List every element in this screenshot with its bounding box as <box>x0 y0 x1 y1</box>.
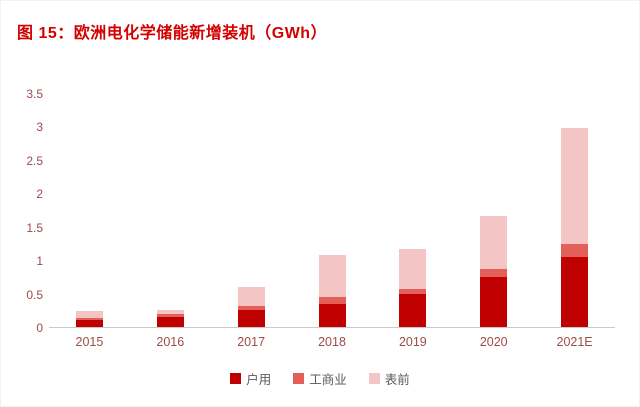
x-tick-label: 2015 <box>75 335 104 349</box>
y-tick-label: 3.5 <box>26 87 43 101</box>
plot-area <box>49 94 615 328</box>
bar-slot <box>534 94 615 327</box>
legend-item-户用: 户用 <box>230 369 271 388</box>
legend-item-工商业: 工商业 <box>293 369 347 388</box>
x-axis-labels: 2015 2016 2017 2018 2019 2020 2021E <box>49 335 615 349</box>
stacked-bar-2019 <box>399 249 427 327</box>
stacked-bar-2016 <box>156 310 184 327</box>
bar-segment-表前 <box>399 249 427 289</box>
bars <box>49 94 615 327</box>
bar-segment-工商业 <box>318 297 346 304</box>
legend-label: 表前 <box>384 373 410 387</box>
bar-segment-户用 <box>399 294 427 327</box>
bar-segment-户用 <box>318 304 346 327</box>
bar-segment-表前 <box>480 216 508 269</box>
bar-segment-表前 <box>156 310 184 314</box>
x-tick-label: 2018 <box>318 335 346 349</box>
bar-segment-表前 <box>75 311 103 318</box>
legend-swatch <box>230 373 242 384</box>
stacked-bar-2020 <box>480 216 508 327</box>
y-tick-label: 0 <box>36 321 43 335</box>
bar-segment-工商业 <box>480 269 508 277</box>
y-tick-label: 2 <box>36 187 43 202</box>
bar-segment-工商业 <box>75 318 103 320</box>
bar-slot <box>292 94 373 327</box>
legend: 户用 工商业 表前 <box>1 369 639 388</box>
x-tick-label: 2017 <box>237 335 266 349</box>
x-tick-label: 2016 <box>156 335 185 349</box>
legend-swatch <box>293 373 305 384</box>
x-tick-label: 2020 <box>479 335 508 349</box>
legend-label: 户用 <box>246 373 272 387</box>
bar-slot <box>372 94 453 327</box>
bar-segment-表前 <box>561 128 589 244</box>
bar-slot <box>49 94 130 327</box>
y-tick-label: 3 <box>36 120 43 135</box>
stacked-bar-2017 <box>237 287 265 327</box>
stacked-bar-2021E <box>561 128 589 327</box>
bar-segment-工商业 <box>237 306 265 310</box>
stacked-bar-2018 <box>318 255 346 327</box>
y-tick-label: 1 <box>36 254 43 269</box>
bar-segment-表前 <box>318 255 346 297</box>
bar-segment-户用 <box>156 317 184 327</box>
bar-segment-工商业 <box>561 244 589 257</box>
y-axis: 0 0.5 1 1.5 2 2.5 3 3.5 <box>11 87 43 335</box>
bar-segment-户用 <box>237 310 265 327</box>
y-tick-label: 0.5 <box>26 287 43 302</box>
bar-slot <box>130 94 211 327</box>
bar-segment-户用 <box>75 320 103 327</box>
bar-segment-表前 <box>237 287 265 306</box>
bar-segment-户用 <box>561 257 589 327</box>
y-tick-label: 2.5 <box>26 153 43 168</box>
legend-label: 工商业 <box>309 373 347 387</box>
legend-item-表前: 表前 <box>368 369 410 388</box>
x-tick-label: 2019 <box>398 335 427 349</box>
figure-title: 图 15：欧洲电化学储能新增装机（GWh） <box>17 25 328 42</box>
legend-swatch <box>368 373 380 384</box>
bar-segment-户用 <box>480 277 508 327</box>
bar-slot <box>211 94 292 327</box>
plot-wrap <box>49 94 615 328</box>
bar-segment-工商业 <box>156 314 184 317</box>
y-tick-label: 1.5 <box>26 220 43 235</box>
x-tick-label: 2021E <box>556 335 593 349</box>
stacked-bar-2015 <box>75 311 103 327</box>
bar-slot <box>453 94 534 327</box>
bar-segment-工商业 <box>399 289 427 294</box>
